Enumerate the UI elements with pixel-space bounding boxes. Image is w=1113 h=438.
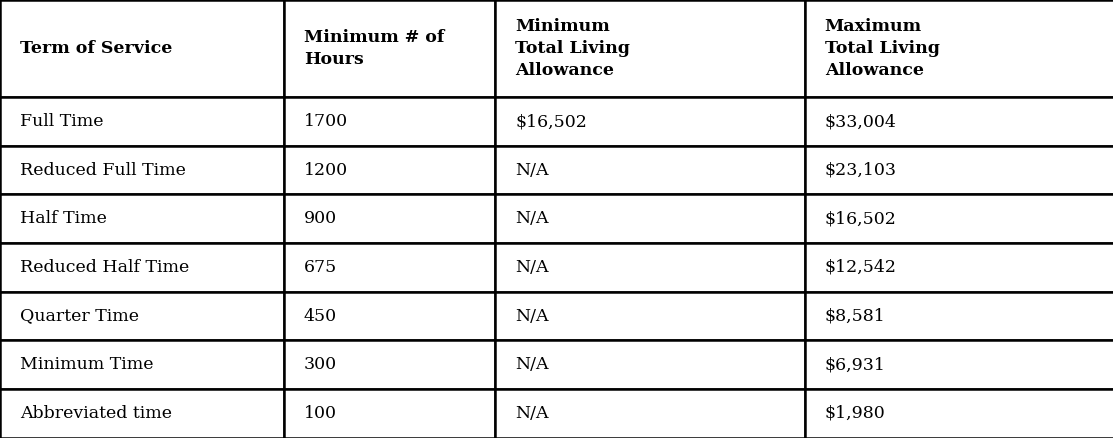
Text: Quarter Time: Quarter Time — [20, 307, 139, 325]
Bar — [284, 243, 495, 292]
Text: $6,931: $6,931 — [825, 356, 886, 373]
Bar — [284, 194, 495, 243]
Bar — [805, 194, 1113, 243]
Bar — [0, 340, 284, 389]
Bar — [284, 97, 495, 146]
Text: 675: 675 — [304, 259, 337, 276]
Bar — [284, 292, 495, 340]
Text: N/A: N/A — [515, 405, 549, 422]
Bar — [0, 243, 284, 292]
Bar — [0, 194, 284, 243]
Text: N/A: N/A — [515, 307, 549, 325]
Text: $33,004: $33,004 — [825, 113, 897, 130]
Text: Half Time: Half Time — [20, 210, 107, 227]
Text: 300: 300 — [304, 356, 337, 373]
Bar — [495, 340, 805, 389]
Bar — [805, 340, 1113, 389]
Bar — [495, 146, 805, 194]
Bar — [0, 146, 284, 194]
Text: $16,502: $16,502 — [515, 113, 588, 130]
Text: $16,502: $16,502 — [825, 210, 897, 227]
Bar — [805, 0, 1113, 97]
Bar — [805, 243, 1113, 292]
Text: N/A: N/A — [515, 162, 549, 179]
Bar — [0, 389, 284, 438]
Text: Maximum
Total Living
Allowance: Maximum Total Living Allowance — [825, 18, 939, 79]
Text: N/A: N/A — [515, 356, 549, 373]
Text: Term of Service: Term of Service — [20, 40, 173, 57]
Text: N/A: N/A — [515, 259, 549, 276]
Text: Reduced Full Time: Reduced Full Time — [20, 162, 186, 179]
Text: Minimum # of
Hours: Minimum # of Hours — [304, 29, 444, 68]
Bar — [495, 292, 805, 340]
Bar — [805, 146, 1113, 194]
Bar — [805, 389, 1113, 438]
Text: Minimum Time: Minimum Time — [20, 356, 154, 373]
Bar — [284, 340, 495, 389]
Bar — [0, 292, 284, 340]
Bar — [495, 243, 805, 292]
Text: Full Time: Full Time — [20, 113, 104, 130]
Bar — [495, 194, 805, 243]
Text: 450: 450 — [304, 307, 337, 325]
Text: $1,980: $1,980 — [825, 405, 886, 422]
Bar — [0, 97, 284, 146]
Bar — [805, 292, 1113, 340]
Text: Abbreviated time: Abbreviated time — [20, 405, 173, 422]
Bar — [495, 97, 805, 146]
Text: $8,581: $8,581 — [825, 307, 886, 325]
Bar — [495, 0, 805, 97]
Text: Reduced Half Time: Reduced Half Time — [20, 259, 189, 276]
Text: $23,103: $23,103 — [825, 162, 897, 179]
Bar — [284, 0, 495, 97]
Text: 1700: 1700 — [304, 113, 348, 130]
Text: N/A: N/A — [515, 210, 549, 227]
Bar — [0, 0, 284, 97]
Text: Minimum
Total Living
Allowance: Minimum Total Living Allowance — [515, 18, 630, 79]
Bar — [805, 97, 1113, 146]
Text: $12,542: $12,542 — [825, 259, 897, 276]
Text: 900: 900 — [304, 210, 337, 227]
Text: 100: 100 — [304, 405, 337, 422]
Bar — [284, 389, 495, 438]
Text: 1200: 1200 — [304, 162, 348, 179]
Bar — [284, 146, 495, 194]
Bar — [495, 389, 805, 438]
